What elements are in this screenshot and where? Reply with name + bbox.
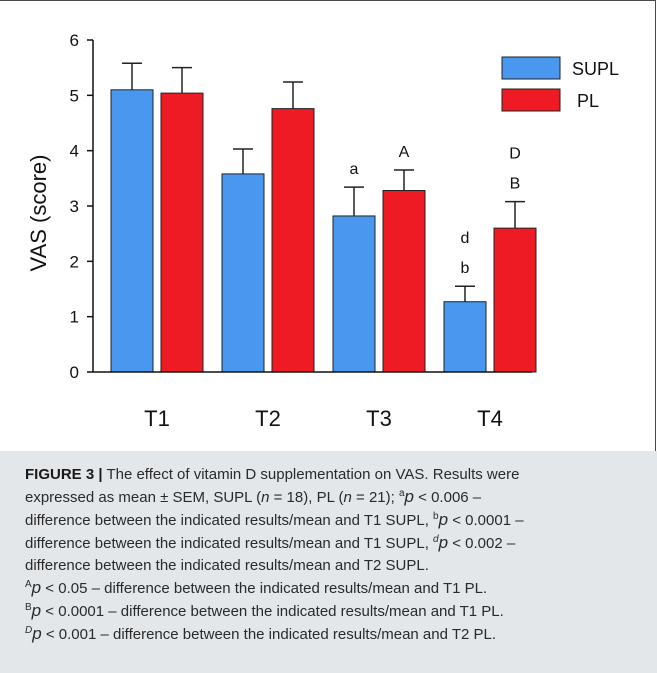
caption-text: < 0.05 – difference between the indicate… — [41, 580, 488, 597]
bar-supl-t1 — [110, 89, 154, 373]
legend-label-pl: PL — [577, 91, 599, 111]
legend-label-supl: SUPL — [572, 59, 619, 79]
significance-label: A — [399, 144, 410, 161]
figure-caption: FIGURE 3 | The effect of vitamin D suppl… — [25, 464, 645, 646]
y-axis-ticks: 0 1 2 3 4 5 6 — [70, 31, 93, 382]
significance-label: B — [510, 176, 521, 193]
y-tick-label: 1 — [70, 308, 79, 327]
caption-sup: d — [433, 534, 439, 545]
caption-text: p — [31, 578, 42, 597]
caption-text: < 0.0001 – — [448, 512, 524, 529]
y-tick-label: 0 — [70, 363, 79, 382]
y-tick-label: 2 — [70, 252, 79, 271]
caption-text: p — [31, 601, 42, 620]
caption-sup: b — [433, 511, 439, 522]
caption-text: < 0.006 – — [414, 489, 482, 506]
significance-label: d — [461, 230, 470, 247]
significance-label: b — [461, 260, 470, 277]
caption-text: p — [32, 624, 42, 643]
figure-label: FIGURE 3 | — [25, 466, 103, 483]
caption-text: difference between the indicated results… — [25, 535, 434, 552]
caption-text: p — [438, 510, 449, 529]
caption-text: < 0.001 – difference between the indicat… — [41, 626, 497, 643]
caption-sup: A — [25, 579, 32, 590]
x-tick-label: T3 — [366, 406, 392, 431]
caption-sup: a — [398, 488, 405, 499]
bar-supl-t3 — [332, 215, 376, 373]
bar-pl-t1 — [160, 92, 204, 373]
caption-box — [0, 451, 657, 673]
significance-label: a — [350, 161, 359, 178]
caption-text: difference between the indicated results… — [25, 557, 429, 574]
x-tick-label: T1 — [144, 406, 170, 431]
bar-pl-t2 — [271, 108, 315, 373]
legend-swatch-supl — [501, 56, 561, 80]
significance-label: D — [509, 146, 521, 163]
bar-supl-t2 — [221, 173, 265, 373]
legend: SUPL PL — [501, 56, 619, 112]
bar-supl-t4 — [443, 301, 487, 373]
caption-text: The effect of vitamin D supplementation … — [106, 466, 520, 483]
caption-text: < 0.002 – — [448, 535, 516, 552]
caption-text: n — [343, 489, 352, 506]
bars: a bd A BD — [110, 62, 537, 373]
y-tick-label: 3 — [70, 197, 79, 216]
caption-text: p — [404, 487, 414, 506]
bar-pl-t3 — [382, 190, 426, 373]
caption-text: = 21); — [351, 489, 399, 506]
y-tick-label: 5 — [70, 86, 79, 105]
caption-text: = 18), PL ( — [269, 489, 344, 506]
x-axis-labels: T1 T2 T3 T4 — [144, 406, 503, 431]
legend-swatch-pl — [501, 88, 561, 112]
bar-chart: 0 1 2 3 4 5 6 a bd A BD T1 T2 T3 T4 VAS (score) SUPL… — [26, 31, 619, 431]
caption-sup: D — [25, 625, 33, 636]
y-tick-label: 6 — [70, 31, 79, 50]
x-tick-label: T4 — [477, 406, 503, 431]
y-axis-label: VAS (score) — [26, 155, 51, 272]
bar-pl-t4 — [493, 227, 537, 373]
caption-text: n — [261, 489, 270, 506]
caption-text: expressed as mean ± SEM, SUPL ( — [25, 489, 262, 506]
caption-text: difference between the indicated results… — [25, 512, 434, 529]
caption-text: p — [438, 533, 449, 552]
caption-sup: B — [25, 602, 32, 613]
y-tick-label: 4 — [70, 142, 79, 161]
caption-text: < 0.0001 – difference between the indica… — [41, 603, 504, 620]
x-tick-label: T2 — [255, 406, 281, 431]
